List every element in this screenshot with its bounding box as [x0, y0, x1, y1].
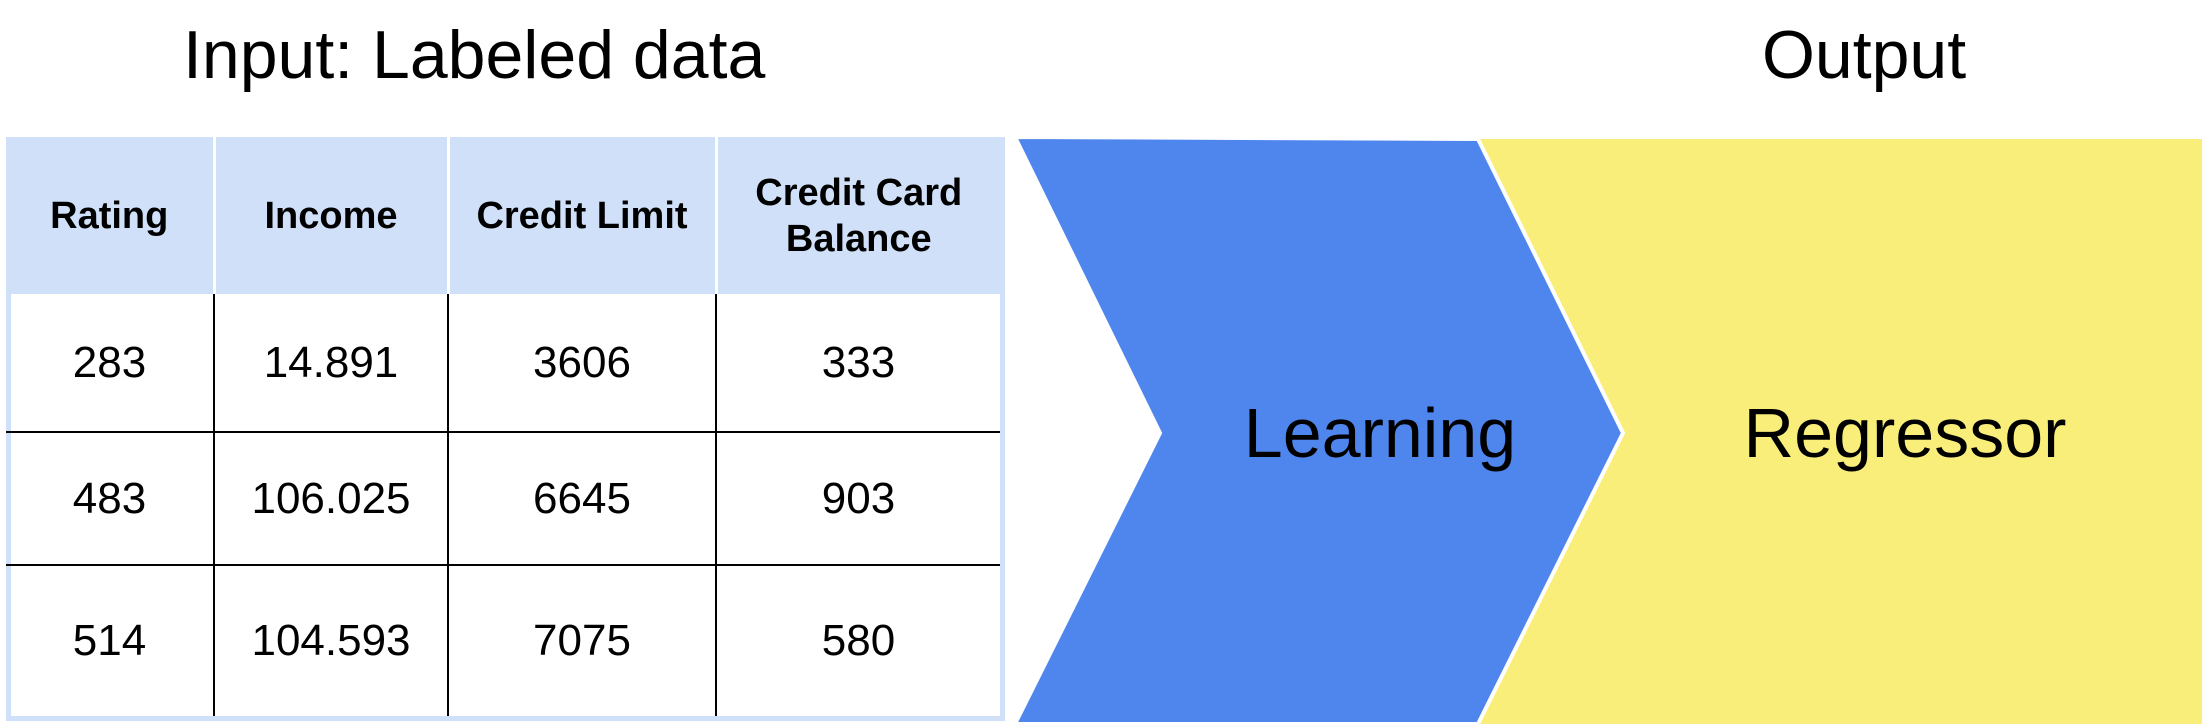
- labeled-data-table: Rating Income Credit Limit Credit Card B…: [6, 137, 1000, 716]
- column-header-rating: Rating: [6, 137, 214, 294]
- learning-chevron-shape: [1011, 134, 1626, 726]
- table-cell: 483: [6, 431, 214, 565]
- labeled-data-table-container: Rating Income Credit Limit Credit Card B…: [6, 137, 1005, 721]
- input-title: Input: Labeled data: [183, 17, 766, 93]
- table-cell: 514: [6, 564, 214, 716]
- table-row: 514 104.593 7075 580: [6, 564, 1000, 716]
- regressor-chevron-shape: [1478, 139, 2202, 724]
- table-cell: 283: [72, 337, 147, 387]
- table-cell: 3606: [447, 294, 716, 432]
- table-cell: 106.025: [213, 431, 448, 565]
- table-cell: 104.593: [213, 564, 448, 716]
- learning-label: Learning: [1243, 394, 1517, 472]
- table-cell: 580: [715, 564, 1000, 716]
- column-header-credit-card-balance: Credit Card Balance: [714, 137, 1000, 294]
- column-header-credit-limit: Credit Limit: [446, 137, 716, 294]
- table-header-row: Rating Income Credit Limit Credit Card B…: [6, 137, 1000, 294]
- output-title: Output: [1762, 17, 1967, 93]
- table-cell: 903: [715, 431, 1000, 565]
- table-cell: 333: [715, 294, 1000, 432]
- column-header-income: Income: [212, 137, 448, 294]
- table-cell: 6645: [447, 431, 716, 565]
- regressor-label: Regressor: [1743, 394, 2067, 472]
- table-cell: 7075: [447, 564, 716, 716]
- table-row: 483 106.025 6645 903: [6, 431, 1000, 565]
- table-row: 283 14.891 3606 333: [6, 294, 1000, 432]
- table-cell: 14.891: [213, 294, 448, 432]
